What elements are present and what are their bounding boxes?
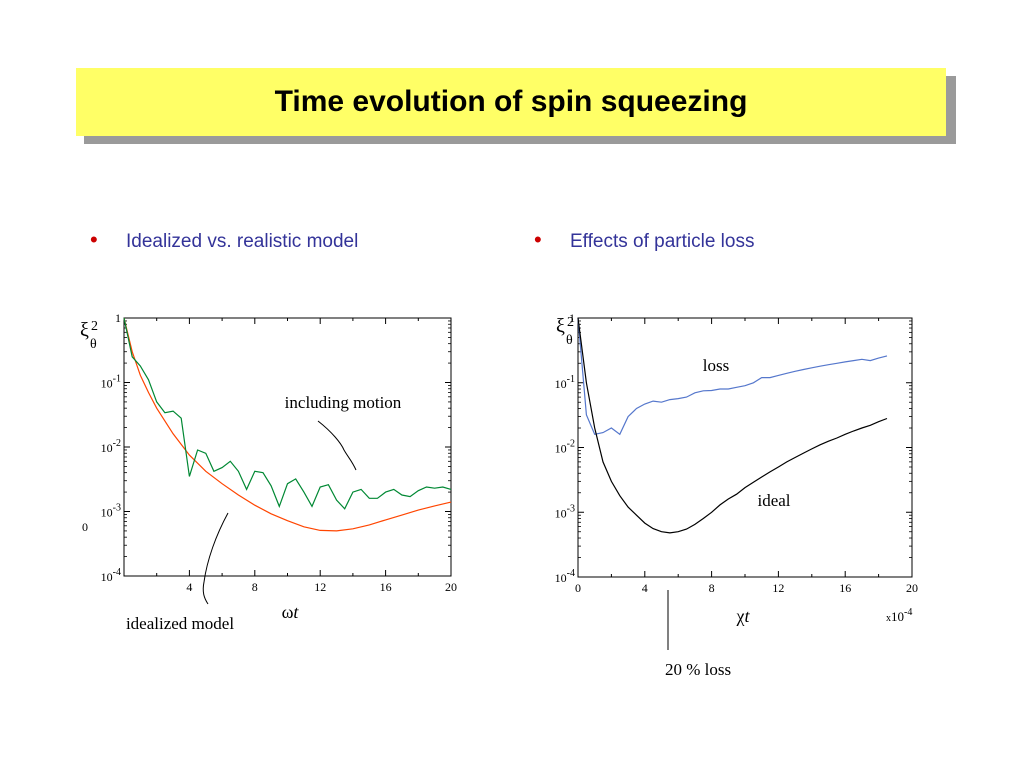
y-tick-label: 1 <box>115 311 121 325</box>
annotation-ideal: ideal <box>757 491 790 510</box>
y-tick-label: 10-1 <box>101 374 121 391</box>
annotation-including-motion: including motion <box>285 393 402 412</box>
page-title: Time evolution of spin squeezing <box>274 85 748 118</box>
x-axis-label-var: t <box>744 606 750 626</box>
y-tick-label: 10-2 <box>555 439 575 456</box>
y-tick-exp: -3 <box>113 503 121 514</box>
x-scale-exp: -4 <box>904 607 912 618</box>
series-line-1 <box>577 317 888 534</box>
x-tick-label: 0 <box>575 581 581 595</box>
y-tick-base: 10 <box>555 571 567 585</box>
x-tick-label: 4 <box>642 581 648 595</box>
y-tick-base: 10 <box>101 570 113 584</box>
y-tick-label: 10-1 <box>555 374 575 391</box>
stray-axis-label: 0 <box>82 520 88 534</box>
y-axis-label-sub: θ <box>566 333 573 348</box>
x-tick-label: 8 <box>252 580 258 594</box>
x-axis-label-greek: ω <box>282 602 294 622</box>
leader-including-motion <box>317 420 357 471</box>
x-axis-label: χt <box>735 606 750 626</box>
y-tick-exp: -4 <box>567 568 575 579</box>
chart-idealized-vs-realistic: 110-110-210-310-44 8 12 16 20ξ 2θωt0including… <box>80 311 457 633</box>
x-axis-label-greek: χ <box>735 606 744 626</box>
y-tick-base: 10 <box>555 377 567 391</box>
x-scale-base: 10 <box>891 609 904 624</box>
series-line-1 <box>123 317 452 510</box>
x-tick-label: 12 <box>772 581 784 595</box>
x-scale-label: x10-4 <box>886 607 912 624</box>
plot-frame <box>123 317 452 577</box>
series-line-0 <box>123 317 452 532</box>
y-tick-base: 10 <box>101 506 113 520</box>
bullet-dot: • <box>90 227 98 252</box>
y-tick-label: 10-2 <box>101 438 121 455</box>
x-tick-label: 16 <box>380 580 392 594</box>
y-tick-exp: -3 <box>567 503 575 514</box>
y-tick-base: 10 <box>555 442 567 456</box>
title-banner: Time evolution of spin squeezing <box>76 68 946 136</box>
chart-particle-loss: 110-110-210-310-40 4 8 12 16 20ξ 2θχtlossideal… <box>555 311 918 679</box>
y-tick-base: 10 <box>101 377 113 391</box>
y-axis-label-main: ξ <box>556 315 565 337</box>
y-tick-exp: -2 <box>567 439 575 450</box>
y-tick-exp: -4 <box>113 567 121 578</box>
x-tick-label: 8 <box>709 581 715 595</box>
x-tick-label: 4 <box>186 580 192 594</box>
annotation-idealized-model: idealized model <box>126 614 234 633</box>
bullet-text: Idealized vs. realistic model <box>126 231 359 252</box>
y-tick-label: 1 <box>569 311 575 325</box>
y-tick-base: 10 <box>555 506 567 520</box>
y-tick-label: 10-4 <box>101 567 121 584</box>
y-axis-label: ξ <box>556 315 565 337</box>
series-line-0 <box>577 317 888 436</box>
x-tick-label: 20 <box>445 580 457 594</box>
x-scale-prefix: x <box>886 613 891 624</box>
y-axis-label: ξ <box>80 319 89 341</box>
y-axis-label-sub: θ <box>90 337 97 352</box>
annotation-loss: loss <box>703 356 729 375</box>
y-axis-label-sup: 2 <box>567 315 574 330</box>
x-tick-label: 20 <box>906 581 918 595</box>
y-tick-base: 10 <box>101 441 113 455</box>
plot-frame <box>577 317 913 578</box>
y-tick-label: 10-3 <box>555 503 575 520</box>
y-tick-exp: -1 <box>567 374 575 385</box>
y-tick-label: 10-3 <box>101 503 121 520</box>
y-tick-label: 10-4 <box>555 568 575 585</box>
y-tick-exp: -1 <box>113 374 121 385</box>
x-axis-label: ωt <box>282 602 300 622</box>
x-axis-label-var: t <box>293 602 299 622</box>
bullet-text: Effects of particle loss <box>570 231 755 252</box>
y-axis-label-sup: 2 <box>91 319 98 334</box>
y-axis-label-main: ξ <box>80 319 89 341</box>
x-tick-label: 12 <box>314 580 326 594</box>
bullet-dot: • <box>534 227 542 252</box>
annotation-20-percent-loss: 20 % loss <box>665 660 731 679</box>
y-tick-exp: -2 <box>113 438 121 449</box>
leader-idealized-model <box>202 512 229 605</box>
x-tick-label: 16 <box>839 581 851 595</box>
